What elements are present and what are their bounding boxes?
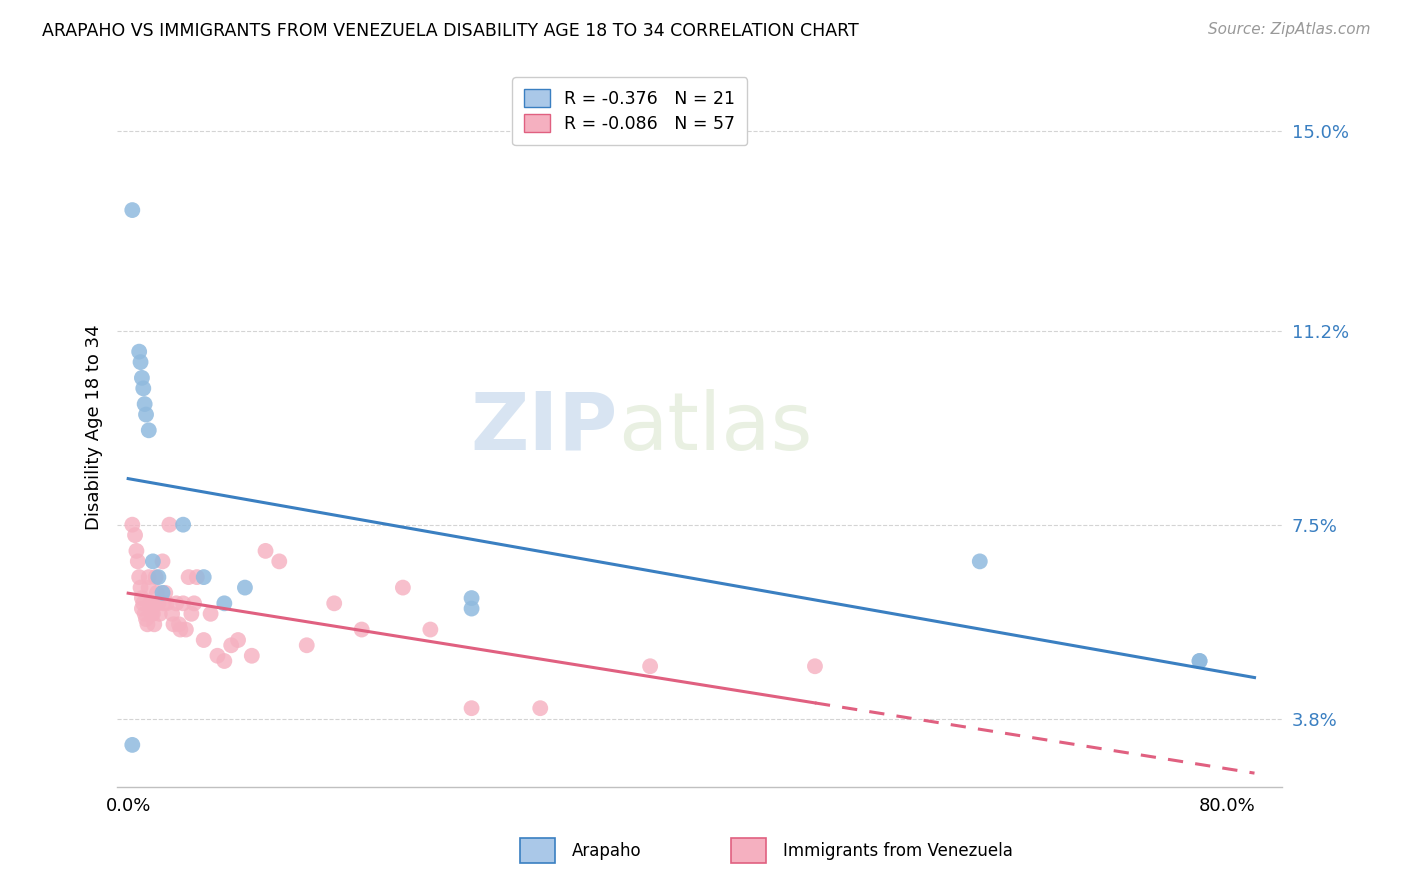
Legend: R = -0.376   N = 21, R = -0.086   N = 57: R = -0.376 N = 21, R = -0.086 N = 57 (512, 78, 748, 145)
Point (146, 586, 169, 600)
Point (193, 570, 215, 584)
Point (132, 381, 155, 395)
Point (240, 648, 263, 663)
Point (143, 617, 166, 632)
Point (128, 570, 150, 584)
Point (128, 344, 150, 359)
Point (134, 397, 156, 411)
Point (295, 638, 318, 652)
Point (392, 581, 415, 595)
Point (219, 638, 242, 652)
Point (121, 203, 143, 218)
Point (142, 554, 165, 568)
Point (460, 601, 482, 615)
Point (145, 570, 167, 584)
Point (142, 607, 165, 621)
Point (148, 570, 170, 584)
Point (226, 633, 249, 648)
Point (1188, 654, 1211, 668)
Point (214, 654, 236, 668)
Point (134, 607, 156, 621)
Point (139, 596, 162, 610)
Point (804, 659, 827, 673)
Point (153, 596, 176, 610)
Point (138, 581, 160, 595)
Point (135, 612, 157, 626)
Point (169, 623, 191, 637)
Point (148, 596, 170, 610)
Point (460, 591, 482, 605)
Point (124, 528, 146, 542)
Point (419, 623, 441, 637)
Point (121, 517, 143, 532)
Text: ARAPAHO VS IMMIGRANTS FROM VENEZUELA DISABILITY AGE 18 TO 34 CORRELATION CHART: ARAPAHO VS IMMIGRANTS FROM VENEZUELA DIS… (42, 22, 859, 40)
Point (186, 570, 208, 584)
Point (125, 544, 148, 558)
Point (135, 408, 157, 422)
Point (132, 596, 155, 610)
Point (127, 554, 149, 568)
Point (167, 617, 190, 632)
Text: ZIP: ZIP (471, 389, 619, 467)
Text: atlas: atlas (619, 389, 813, 467)
Point (129, 355, 152, 369)
Point (131, 371, 153, 385)
Point (157, 517, 180, 532)
Point (969, 554, 991, 568)
Y-axis label: Disability Age 18 to 34: Disability Age 18 to 34 (86, 325, 103, 531)
Point (193, 633, 215, 648)
Point (460, 701, 482, 715)
Point (172, 517, 194, 532)
Point (207, 648, 229, 663)
Point (131, 601, 153, 615)
Point (131, 591, 153, 605)
Point (141, 607, 163, 621)
Point (160, 607, 183, 621)
Point (129, 581, 152, 595)
Point (149, 607, 172, 621)
Point (350, 623, 373, 637)
Point (165, 596, 187, 610)
Point (138, 570, 160, 584)
Point (138, 423, 160, 437)
Text: Source: ZipAtlas.com: Source: ZipAtlas.com (1208, 22, 1371, 37)
Point (152, 586, 174, 600)
Point (200, 607, 222, 621)
Point (638, 659, 661, 673)
Point (180, 607, 202, 621)
Point (1188, 654, 1211, 668)
Point (172, 596, 194, 610)
Point (174, 623, 197, 637)
Point (142, 596, 165, 610)
Point (136, 617, 159, 632)
Point (323, 596, 346, 610)
Point (152, 554, 174, 568)
Point (121, 738, 143, 752)
Point (177, 570, 200, 584)
Point (233, 581, 256, 595)
Point (162, 617, 184, 632)
Text: Arapaho: Arapaho (572, 842, 643, 860)
Point (529, 701, 551, 715)
Point (183, 596, 205, 610)
Point (254, 544, 277, 558)
Point (156, 596, 179, 610)
Point (155, 586, 177, 600)
Point (269, 554, 291, 568)
Point (214, 596, 236, 610)
Text: Immigrants from Venezuela: Immigrants from Venezuela (783, 842, 1012, 860)
